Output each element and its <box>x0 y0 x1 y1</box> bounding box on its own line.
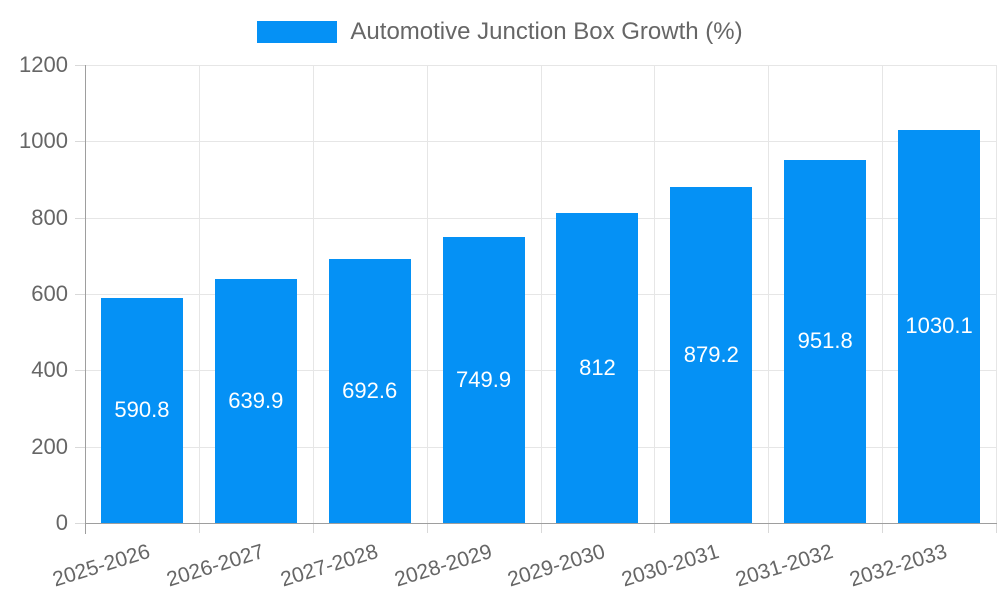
bar-value-label: 639.9 <box>228 387 284 413</box>
bar-2026-2027[interactable] <box>214 278 297 523</box>
legend-label: Automotive Junction Box Growth (%) <box>350 18 743 45</box>
y-axis-tick-label: 400 <box>31 357 68 383</box>
x-tick-mark-7 <box>882 523 884 533</box>
bar-value-label: 692.6 <box>342 377 398 403</box>
y-axis-tick-label: 200 <box>31 433 68 459</box>
bar-2027-2028[interactable] <box>328 258 411 523</box>
y-axis-tick-label: 600 <box>31 281 68 306</box>
x-tick-mark-3 <box>426 523 428 533</box>
x-gridline-3 <box>426 65 428 523</box>
legend-swatch-icon <box>257 21 338 43</box>
y-axis-tick-label: 800 <box>31 204 68 230</box>
y-tick-mark-600 <box>75 294 85 295</box>
x-gridline-5 <box>654 65 656 523</box>
bar-2025-2026[interactable] <box>100 297 183 523</box>
x-gridline-1 <box>198 65 200 523</box>
x-gridline-2 <box>312 65 314 523</box>
x-gridline-4 <box>540 65 542 523</box>
y-tick-mark-800 <box>75 217 85 219</box>
bar-2029-2030[interactable] <box>556 213 639 523</box>
bar-2032-2033[interactable] <box>898 129 981 523</box>
bar-value-label: 951.8 <box>797 328 853 354</box>
x-tick-mark-1 <box>198 523 200 533</box>
x-tick-mark-2 <box>312 523 314 533</box>
legend[interactable]: Automotive Junction Box Growth (%) <box>0 14 1000 50</box>
y-tick-mark-400 <box>75 370 85 372</box>
y-axis-tick-label: 1200 <box>19 52 68 77</box>
bar-value-label: 1030.1 <box>905 313 973 339</box>
bar-2030-2031[interactable] <box>670 187 753 523</box>
y-tick-mark-1000 <box>75 141 85 143</box>
x-gridline-6 <box>768 65 770 523</box>
bar-value-label: 749.9 <box>456 366 512 392</box>
bar-value-label: 590.8 <box>114 397 170 423</box>
bar-2028-2029[interactable] <box>442 236 525 523</box>
x-gridline-7 <box>882 65 884 523</box>
bar-value-label: 879.2 <box>683 342 739 368</box>
y-tick-mark-1200 <box>75 65 85 66</box>
x-tick-mark-5 <box>654 523 656 533</box>
bar-2031-2032[interactable] <box>784 159 867 523</box>
y-axis-tick-label: 0 <box>55 510 68 535</box>
y-axis-line <box>85 65 86 534</box>
x-tick-mark-6 <box>768 523 770 533</box>
y-axis-tick-label: 1000 <box>19 128 68 154</box>
y-tick-mark-0 <box>75 523 85 524</box>
bar-value-label: 812 <box>579 355 616 381</box>
x-tick-mark-4 <box>540 523 542 533</box>
y-tick-mark-200 <box>75 446 85 448</box>
x-tick-mark-8 <box>996 523 997 533</box>
x-axis-line <box>85 523 997 524</box>
x-gridline-8 <box>996 65 997 523</box>
